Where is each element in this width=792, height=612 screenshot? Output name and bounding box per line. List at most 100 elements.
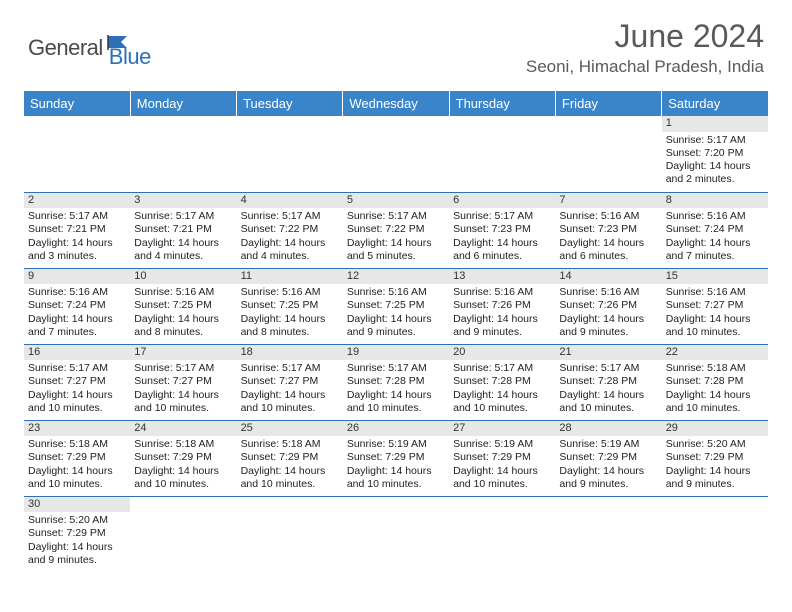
calendar-row: 23Sunrise: 5:18 AMSunset: 7:29 PMDayligh… xyxy=(24,420,768,496)
calendar-cell-empty xyxy=(555,496,661,572)
calendar-cell: 27Sunrise: 5:19 AMSunset: 7:29 PMDayligh… xyxy=(449,420,555,496)
calendar-cell: 22Sunrise: 5:18 AMSunset: 7:28 PMDayligh… xyxy=(662,344,768,420)
weekday-header: Sunday xyxy=(24,91,130,116)
day-number: 5 xyxy=(343,193,449,209)
day-details: Sunrise: 5:17 AMSunset: 7:23 PMDaylight:… xyxy=(453,210,551,263)
calendar-cell: 5Sunrise: 5:17 AMSunset: 7:22 PMDaylight… xyxy=(343,192,449,268)
calendar-cell: 10Sunrise: 5:16 AMSunset: 7:25 PMDayligh… xyxy=(130,268,236,344)
day-number: 16 xyxy=(24,345,130,361)
day-details: Sunrise: 5:17 AMSunset: 7:28 PMDaylight:… xyxy=(559,362,657,415)
calendar-cell-empty xyxy=(130,496,236,572)
day-number: 20 xyxy=(449,345,555,361)
weekday-header: Monday xyxy=(130,91,236,116)
calendar-cell: 12Sunrise: 5:16 AMSunset: 7:25 PMDayligh… xyxy=(343,268,449,344)
day-details: Sunrise: 5:17 AMSunset: 7:27 PMDaylight:… xyxy=(28,362,126,415)
calendar-cell: 14Sunrise: 5:16 AMSunset: 7:26 PMDayligh… xyxy=(555,268,661,344)
day-number: 15 xyxy=(662,269,768,285)
calendar-cell: 20Sunrise: 5:17 AMSunset: 7:28 PMDayligh… xyxy=(449,344,555,420)
calendar-cell-empty xyxy=(237,496,343,572)
day-number: 2 xyxy=(24,193,130,209)
day-details: Sunrise: 5:19 AMSunset: 7:29 PMDaylight:… xyxy=(559,438,657,491)
day-number: 10 xyxy=(130,269,236,285)
header: General Blue June 2024 Seoni, Himachal P… xyxy=(0,0,792,83)
calendar-cell: 19Sunrise: 5:17 AMSunset: 7:28 PMDayligh… xyxy=(343,344,449,420)
day-details: Sunrise: 5:18 AMSunset: 7:29 PMDaylight:… xyxy=(241,438,339,491)
weekday-header: Saturday xyxy=(662,91,768,116)
logo: General Blue xyxy=(28,18,151,70)
calendar-cell-empty xyxy=(343,116,449,192)
calendar-cell: 4Sunrise: 5:17 AMSunset: 7:22 PMDaylight… xyxy=(237,192,343,268)
calendar-cell-empty xyxy=(343,496,449,572)
day-number: 11 xyxy=(237,269,343,285)
day-details: Sunrise: 5:16 AMSunset: 7:24 PMDaylight:… xyxy=(666,210,764,263)
calendar-row: 1 Sunrise: 5:17 AMSunset: 7:20 PMDaylight… xyxy=(24,116,768,192)
calendar-cell: 30Sunrise: 5:20 AMSunset: 7:29 PMDayligh… xyxy=(24,496,130,572)
calendar-cell: 13Sunrise: 5:16 AMSunset: 7:26 PMDayligh… xyxy=(449,268,555,344)
day-number: 21 xyxy=(555,345,661,361)
weekday-header: Wednesday xyxy=(343,91,449,116)
weekday-header: Thursday xyxy=(449,91,555,116)
month-title: June 2024 xyxy=(526,18,764,55)
logo-text-dark: General xyxy=(28,35,103,61)
calendar-cell: 15Sunrise: 5:16 AMSunset: 7:27 PMDayligh… xyxy=(662,268,768,344)
weekday-header: Friday xyxy=(555,91,661,116)
calendar-cell: 2Sunrise: 5:17 AMSunset: 7:21 PMDaylight… xyxy=(24,192,130,268)
calendar-cell-empty xyxy=(237,116,343,192)
calendar-cell: 9Sunrise: 5:16 AMSunset: 7:24 PMDaylight… xyxy=(24,268,130,344)
calendar-row: 2Sunrise: 5:17 AMSunset: 7:21 PMDaylight… xyxy=(24,192,768,268)
calendar-body: 1 Sunrise: 5:17 AMSunset: 7:20 PMDaylight… xyxy=(24,116,768,572)
day-details: Sunrise: 5:20 AMSunset: 7:29 PMDaylight:… xyxy=(28,514,126,567)
day-number: 8 xyxy=(662,193,768,209)
calendar-cell-empty xyxy=(662,496,768,572)
day-details: Sunrise: 5:16 AMSunset: 7:25 PMDaylight:… xyxy=(347,286,445,339)
calendar-cell: 23Sunrise: 5:18 AMSunset: 7:29 PMDayligh… xyxy=(24,420,130,496)
day-number: 23 xyxy=(24,421,130,437)
title-block: June 2024 Seoni, Himachal Pradesh, India xyxy=(526,18,764,77)
weekday-header: Tuesday xyxy=(237,91,343,116)
day-details: Sunrise: 5:16 AMSunset: 7:23 PMDaylight:… xyxy=(559,210,657,263)
day-number: 25 xyxy=(237,421,343,437)
calendar-cell: 7Sunrise: 5:16 AMSunset: 7:23 PMDaylight… xyxy=(555,192,661,268)
calendar-cell: 11Sunrise: 5:16 AMSunset: 7:25 PMDayligh… xyxy=(237,268,343,344)
day-details: Sunrise: 5:16 AMSunset: 7:26 PMDaylight:… xyxy=(559,286,657,339)
calendar-cell: 29Sunrise: 5:20 AMSunset: 7:29 PMDayligh… xyxy=(662,420,768,496)
day-number: 3 xyxy=(130,193,236,209)
day-number: 28 xyxy=(555,421,661,437)
day-number: 24 xyxy=(130,421,236,437)
day-number: 30 xyxy=(24,497,130,513)
day-number: 29 xyxy=(662,421,768,437)
day-number: 27 xyxy=(449,421,555,437)
calendar-cell: 24Sunrise: 5:18 AMSunset: 7:29 PMDayligh… xyxy=(130,420,236,496)
day-details: Sunrise: 5:18 AMSunset: 7:29 PMDaylight:… xyxy=(28,438,126,491)
day-number: 18 xyxy=(237,345,343,361)
day-number: 17 xyxy=(130,345,236,361)
day-details: Sunrise: 5:17 AMSunset: 7:27 PMDaylight:… xyxy=(134,362,232,415)
day-number: 22 xyxy=(662,345,768,361)
day-number: 7 xyxy=(555,193,661,209)
day-details: Sunrise: 5:16 AMSunset: 7:27 PMDaylight:… xyxy=(666,286,764,339)
day-details: Sunrise: 5:19 AMSunset: 7:29 PMDaylight:… xyxy=(347,438,445,491)
calendar-cell: 6Sunrise: 5:17 AMSunset: 7:23 PMDaylight… xyxy=(449,192,555,268)
calendar-cell: 28Sunrise: 5:19 AMSunset: 7:29 PMDayligh… xyxy=(555,420,661,496)
day-number: 1 xyxy=(662,116,768,132)
day-details: Sunrise: 5:17 AMSunset: 7:20 PMDaylight:… xyxy=(666,134,764,187)
day-details: Sunrise: 5:17 AMSunset: 7:27 PMDaylight:… xyxy=(241,362,339,415)
day-details: Sunrise: 5:18 AMSunset: 7:29 PMDaylight:… xyxy=(134,438,232,491)
calendar-row: 9Sunrise: 5:16 AMSunset: 7:24 PMDaylight… xyxy=(24,268,768,344)
calendar-cell: 8Sunrise: 5:16 AMSunset: 7:24 PMDaylight… xyxy=(662,192,768,268)
calendar-cell-empty xyxy=(449,116,555,192)
calendar-cell-empty xyxy=(449,496,555,572)
day-number: 4 xyxy=(237,193,343,209)
day-details: Sunrise: 5:16 AMSunset: 7:25 PMDaylight:… xyxy=(241,286,339,339)
day-number: 13 xyxy=(449,269,555,285)
calendar-cell: 18Sunrise: 5:17 AMSunset: 7:27 PMDayligh… xyxy=(237,344,343,420)
calendar-cell: 26Sunrise: 5:19 AMSunset: 7:29 PMDayligh… xyxy=(343,420,449,496)
day-number: 6 xyxy=(449,193,555,209)
location: Seoni, Himachal Pradesh, India xyxy=(526,57,764,77)
day-number: 9 xyxy=(24,269,130,285)
calendar-row: 16Sunrise: 5:17 AMSunset: 7:27 PMDayligh… xyxy=(24,344,768,420)
day-details: Sunrise: 5:17 AMSunset: 7:22 PMDaylight:… xyxy=(241,210,339,263)
day-details: Sunrise: 5:19 AMSunset: 7:29 PMDaylight:… xyxy=(453,438,551,491)
day-number: 19 xyxy=(343,345,449,361)
logo-text-blue: Blue xyxy=(109,26,151,70)
